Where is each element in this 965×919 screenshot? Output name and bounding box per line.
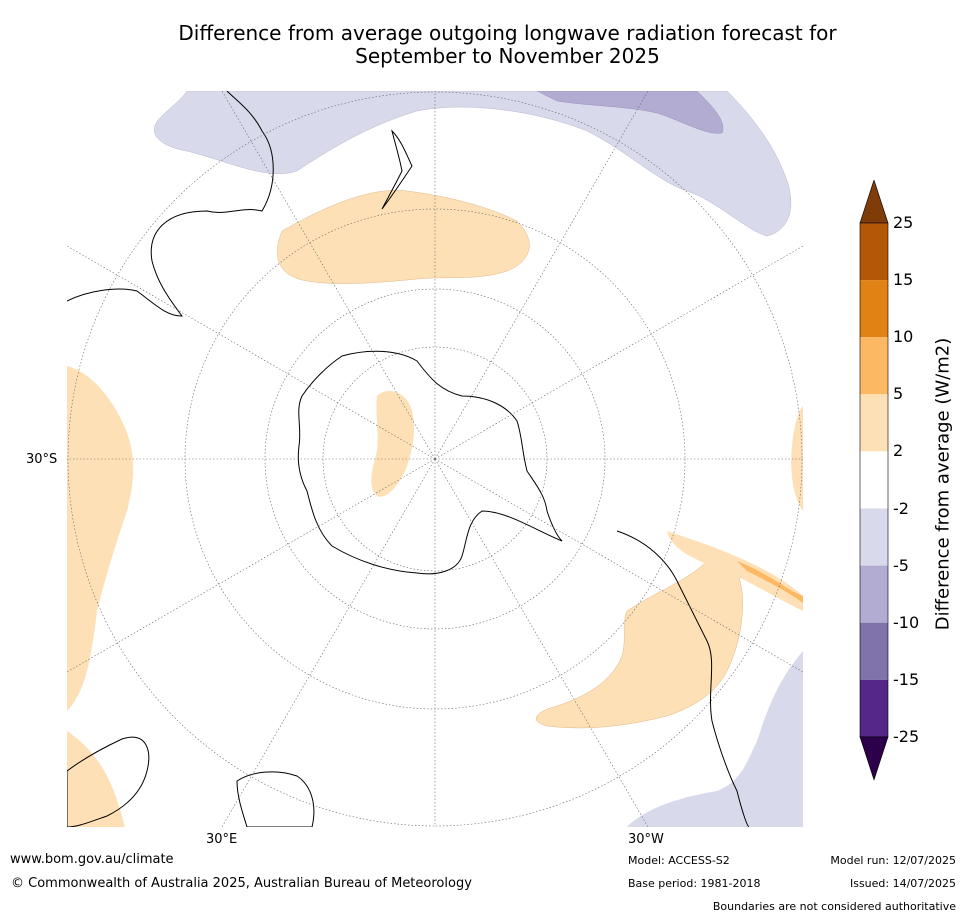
colorbar-tick-label: -2 (893, 498, 909, 518)
colorbar-tick-label: 25 (893, 213, 914, 232)
colorbar-tick-label: 10 (893, 327, 914, 347)
colorbar-tick-label: -15 (893, 669, 920, 689)
colorbar (859, 180, 889, 781)
colorbar-title: Difference from average (W/m2) (932, 337, 954, 631)
anomaly-pos-2-5-andes (667, 531, 803, 611)
anomaly-pos-2-5-west (67, 366, 134, 711)
colorbar-segment (860, 223, 888, 281)
footer-base-period: Base period: 1981-2018 (628, 877, 761, 890)
colorbar-tick-label: -10 (893, 612, 920, 632)
anomaly-pos-2-5-southwest (67, 731, 125, 827)
south-america-coastline (616, 530, 750, 827)
colorbar-extend-max (859, 180, 889, 224)
footer-disclaimer: Boundaries are not considered authoritat… (712, 900, 956, 913)
anomaly-pos-2-5-east-edge (791, 406, 803, 511)
anomaly-neg-5-10-north (536, 91, 724, 134)
footer-issued: Issued: 14/07/2025 (849, 877, 956, 890)
colorbar-extend-min (859, 736, 889, 781)
colorbar-segment (860, 451, 888, 509)
colorbar-segment (860, 622, 888, 680)
graticule (67, 91, 803, 827)
colorbar-segment (860, 508, 888, 566)
colorbar-segment (860, 337, 888, 395)
colorbar-segment (860, 565, 888, 623)
polar-map (67, 91, 803, 827)
lon-label-30w: 30°W (628, 832, 664, 847)
footer-model: Model: ACCESS-S2 (628, 854, 730, 867)
anomaly-pos-5-10-andes (737, 561, 803, 603)
colorbar-segment (860, 394, 888, 452)
colorbar-tick-label: 5 (893, 384, 904, 404)
anomaly-pos-2-5-indian (277, 190, 530, 284)
footer-model-run: Model run: 12/07/2025 (830, 854, 956, 867)
footer-url: www.bom.gov.au/climate (10, 852, 174, 867)
colorbar-tick-label: -25 (893, 726, 920, 746)
new-zealand-coastline (381, 129, 413, 210)
colorbar-tick-label: 15 (893, 270, 914, 290)
title-line-2: September to November 2025 (355, 44, 660, 68)
lon-label-30e: 30°E (206, 832, 238, 847)
colorbar-segment (860, 679, 888, 737)
title-line-1: Difference from average outgoing longwav… (178, 21, 837, 45)
colorbar-tick-label: -5 (893, 555, 909, 575)
africa-coastline (67, 736, 150, 827)
lat-label-30s: 30°S (26, 452, 58, 467)
footer-copyright: © Commonwealth of Australia 2025, Austra… (11, 876, 472, 891)
australia-coastline (67, 91, 274, 317)
anomaly-pos-2-5-antarctic (371, 391, 415, 497)
colorbar-tick-label: 2 (893, 441, 904, 461)
madagascar-coastline (236, 771, 315, 827)
colorbar-segment (860, 280, 888, 338)
anomaly-neg-2-5-north (154, 91, 792, 237)
map-title: Difference from average outgoing longwav… (60, 22, 955, 68)
antarctica-coastline (297, 350, 563, 575)
anomaly-neg-2-5-southeast (627, 651, 803, 827)
